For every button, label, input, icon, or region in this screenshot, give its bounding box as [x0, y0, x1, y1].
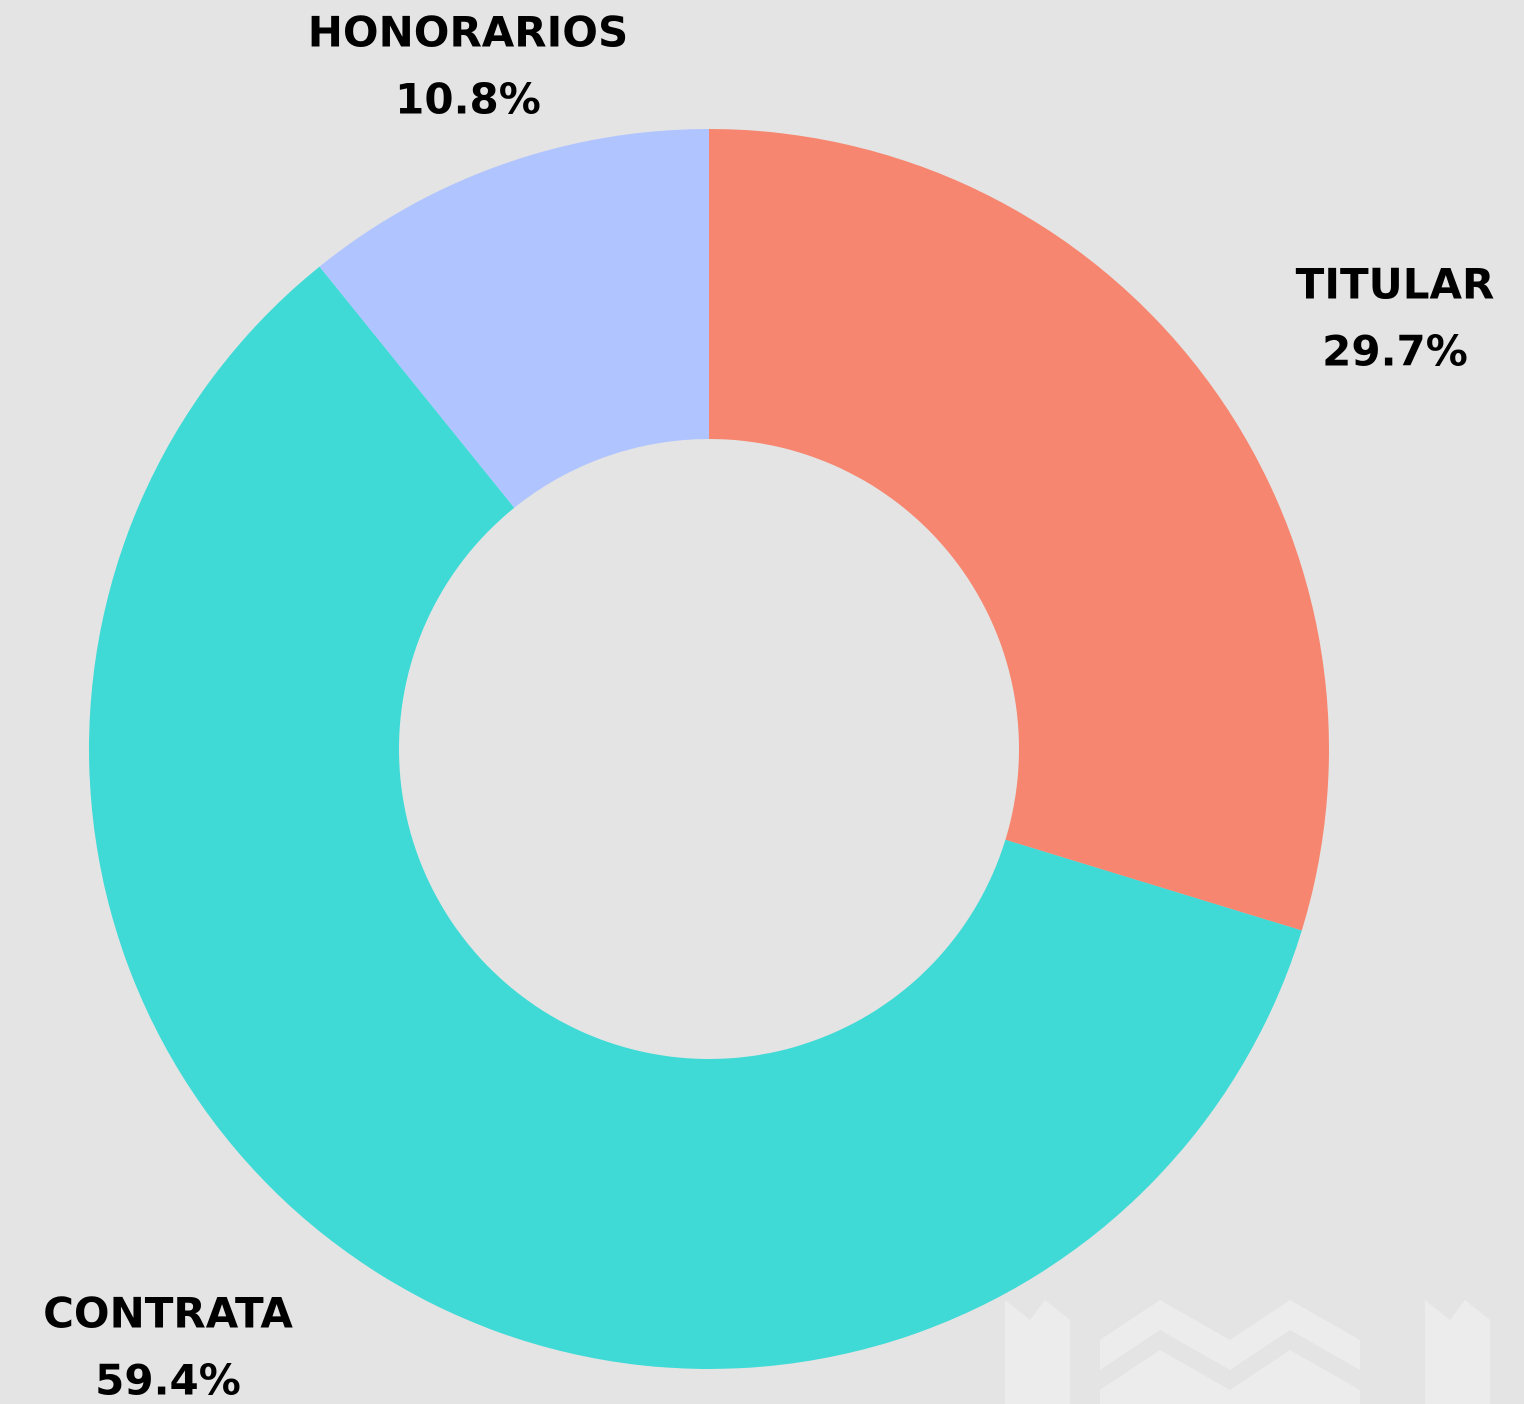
donut-slice: [319, 129, 709, 508]
slice-value-label: 29.7%: [1322, 327, 1468, 376]
slice-label: HONORARIOS: [308, 8, 628, 57]
slice-value-label: 10.8%: [395, 75, 541, 124]
watermark-shape: [1100, 1300, 1360, 1370]
watermark-shape: [1425, 1300, 1490, 1404]
slice-value-label: 59.4%: [95, 1356, 241, 1404]
watermark-shape: [1005, 1300, 1070, 1404]
watermark-shape: [1100, 1350, 1360, 1404]
donut-slice: [88, 266, 1302, 1370]
watermark: [1005, 1300, 1490, 1404]
slice-label: TITULAR: [1296, 260, 1495, 309]
donut-slice: [709, 129, 1329, 931]
slice-label: CONTRATA: [43, 1289, 293, 1338]
